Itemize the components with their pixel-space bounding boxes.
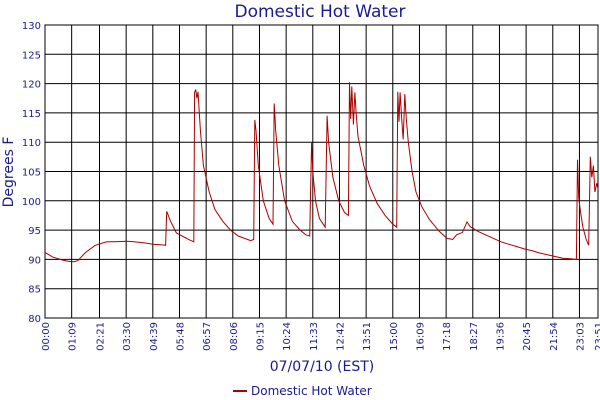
y-tick-label: 110 <box>22 138 41 149</box>
x-tick-label: 11:33 <box>309 322 320 351</box>
y-tick-label: 95 <box>28 226 41 237</box>
y-tick-label: 130 <box>22 21 41 32</box>
y-tick-label: 90 <box>28 255 41 266</box>
x-tick-label: 15:00 <box>389 322 400 351</box>
legend-label: Domestic Hot Water <box>251 384 372 398</box>
x-tick-label: 23:03 <box>575 322 586 351</box>
y-tick-label: 100 <box>22 197 41 208</box>
y-axis: 80 85 90 95 100 105 110 115 120 125 130 <box>22 21 41 325</box>
x-tick-label: 05:48 <box>175 322 186 351</box>
chart-title: Domestic Hot Water <box>234 2 405 22</box>
y-tick-label: 115 <box>22 109 41 120</box>
legend: Domestic Hot Water <box>233 384 372 398</box>
x-tick-label: 20:45 <box>522 322 533 351</box>
x-tick-label: 13:51 <box>362 322 373 351</box>
x-tick-label: 04:39 <box>149 322 160 351</box>
x-tick-label: 17:18 <box>442 322 453 351</box>
y-tick-label: 105 <box>22 168 41 179</box>
y-tick-label: 125 <box>22 50 41 61</box>
x-tick-label: 19:36 <box>495 322 506 351</box>
plot-area <box>44 24 599 319</box>
x-tick-label: 16:09 <box>415 322 426 351</box>
x-tick-label: 21:54 <box>549 322 560 351</box>
x-tick-label: 08:06 <box>229 322 240 351</box>
x-tick-label: 06:57 <box>202 322 213 351</box>
y-tick-label: 85 <box>28 285 41 296</box>
x-tick-label: 09:15 <box>255 322 266 351</box>
y-tick-label: 80 <box>28 314 41 325</box>
x-axis-label: 07/07/10 (EST) <box>270 359 375 375</box>
x-tick-label: 00:00 <box>41 322 52 351</box>
x-tick-label: 03:30 <box>122 322 133 351</box>
y-tick-label: 120 <box>22 80 41 91</box>
y-axis-label: Degrees F <box>1 137 17 208</box>
x-tick-label: 18:27 <box>469 322 480 351</box>
x-tick-label: 12:42 <box>335 322 346 351</box>
x-tick-label: 23:51 <box>594 322 600 351</box>
x-tick-label: 01:09 <box>68 322 79 351</box>
grid <box>44 24 599 319</box>
x-tick-label: 10:24 <box>282 322 293 351</box>
x-tick-label: 02:21 <box>95 322 106 351</box>
x-axis: 00:00 01:09 02:21 03:30 04:39 05:48 06:57 08:06… <box>41 322 600 351</box>
series-line-domestic-hot-water <box>44 82 599 263</box>
